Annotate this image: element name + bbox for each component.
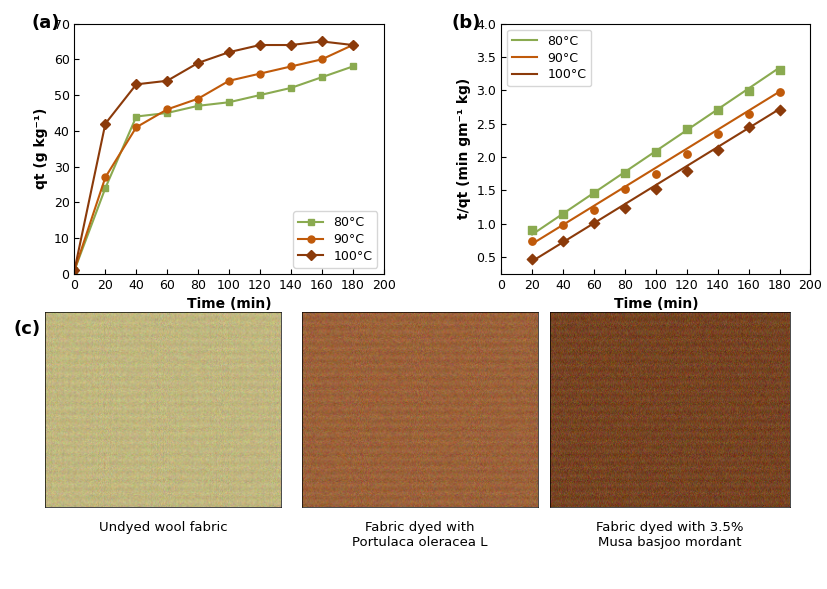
Line: 80°C: 80°C: [532, 68, 780, 234]
Point: [619, 204, 632, 213]
100°C: [100, 120, 110, 127]
100°C: [317, 38, 327, 45]
100°C: [255, 41, 265, 48]
Legend: 80°C, 90°C, 100°C: 80°C, 90°C, 100°C: [508, 30, 591, 87]
90°C: [162, 106, 172, 113]
90°C: [69, 267, 79, 274]
90°C: [527, 240, 537, 247]
100°C: [162, 77, 172, 84]
90°C: [775, 88, 785, 95]
Legend: 80°C, 90°C, 100°C: 80°C, 90°C, 100°C: [294, 211, 377, 267]
Point: [557, 220, 570, 230]
Point: [742, 123, 755, 132]
Point: [557, 236, 570, 245]
Text: Fabric dyed with
Portulaca oleracea L: Fabric dyed with Portulaca oleracea L: [352, 521, 487, 550]
80°C: [194, 102, 203, 110]
X-axis label: Time (min): Time (min): [614, 297, 698, 312]
90°C: [348, 41, 358, 48]
80°C: [100, 184, 110, 191]
80°C: [131, 113, 141, 120]
Point: [742, 86, 755, 95]
Text: (b): (b): [452, 14, 481, 32]
Point: [649, 184, 662, 194]
Line: 100°C: 100°C: [532, 109, 780, 261]
100°C: [194, 59, 203, 67]
90°C: [224, 77, 234, 84]
80°C: [162, 110, 172, 117]
Point: [680, 124, 693, 134]
Line: 100°C: 100°C: [71, 38, 356, 274]
80°C: [348, 63, 358, 70]
100°C: [775, 105, 785, 112]
Point: [619, 184, 632, 194]
90°C: [131, 124, 141, 131]
Point: [587, 188, 600, 198]
80°C: [527, 231, 537, 238]
Y-axis label: qt (g kg⁻¹): qt (g kg⁻¹): [34, 108, 48, 190]
Text: (c): (c): [14, 320, 41, 339]
Point: [525, 236, 538, 246]
Point: [773, 65, 786, 74]
Text: (a): (a): [31, 14, 60, 32]
100°C: [131, 81, 141, 88]
90°C: [100, 174, 110, 181]
Line: 80°C: 80°C: [71, 63, 356, 274]
Point: [525, 254, 538, 264]
Point: [557, 209, 570, 219]
Point: [711, 129, 724, 138]
80°C: [224, 99, 234, 106]
100°C: [224, 49, 234, 56]
80°C: [69, 267, 79, 274]
X-axis label: Time (min): Time (min): [187, 297, 271, 312]
Point: [619, 168, 632, 178]
80°C: [286, 84, 296, 91]
Text: Undyed wool fabric: Undyed wool fabric: [99, 521, 227, 534]
Point: [587, 219, 600, 228]
90°C: [286, 63, 296, 70]
90°C: [194, 95, 203, 102]
Point: [587, 206, 600, 215]
Y-axis label: t/qt (min gm⁻¹ kg): t/qt (min gm⁻¹ kg): [457, 78, 471, 219]
Point: [773, 88, 786, 97]
Point: [711, 145, 724, 154]
Point: [680, 149, 693, 158]
80°C: [317, 74, 327, 81]
80°C: [255, 91, 265, 98]
Point: [711, 105, 724, 114]
Point: [680, 166, 693, 176]
80°C: [775, 64, 785, 71]
Point: [649, 147, 662, 157]
100°C: [69, 267, 79, 274]
100°C: [286, 41, 296, 48]
90°C: [317, 56, 327, 63]
Line: 90°C: 90°C: [532, 92, 780, 244]
Line: 90°C: 90°C: [71, 42, 356, 274]
Point: [525, 225, 538, 234]
100°C: [527, 257, 537, 264]
Point: [773, 105, 786, 115]
Text: Fabric dyed with 3.5%
Musa basjoo mordant: Fabric dyed with 3.5% Musa basjoo mordan…: [596, 521, 743, 550]
90°C: [255, 70, 265, 77]
Point: [742, 110, 755, 119]
100°C: [348, 41, 358, 48]
Point: [649, 169, 662, 178]
